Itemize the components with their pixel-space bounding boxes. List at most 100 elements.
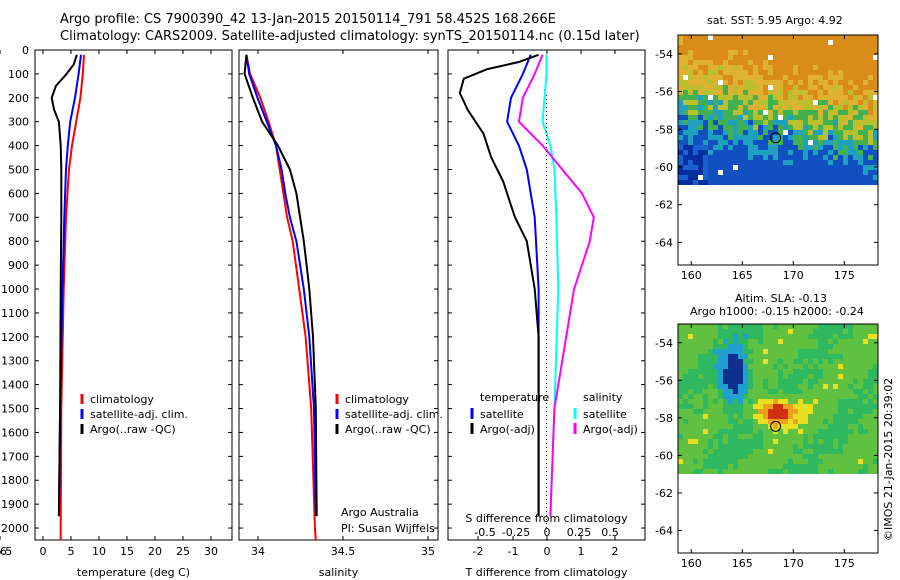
lon-tick-label: 160 — [681, 557, 702, 570]
map-pixel — [818, 70, 823, 75]
map-pixel — [873, 444, 878, 449]
map-pixel — [838, 454, 843, 459]
map-pixel — [753, 434, 758, 439]
map-pixel — [843, 65, 848, 70]
map-pixel — [843, 454, 848, 459]
map-pixel — [768, 160, 773, 165]
map-pixel — [728, 359, 733, 364]
map-pixel — [793, 40, 798, 45]
map-pixel — [838, 344, 843, 349]
map-pixel — [733, 434, 738, 439]
map-pixel — [728, 50, 733, 55]
map-pixel — [678, 75, 683, 80]
map-pixel — [858, 369, 863, 374]
map-pixel — [798, 344, 803, 349]
map-pixel — [873, 464, 878, 469]
map-pixel — [828, 349, 833, 354]
map-pixel — [768, 75, 773, 80]
map-pixel — [783, 404, 788, 409]
map-pixel — [808, 389, 813, 394]
map-pixel — [693, 324, 698, 329]
map-pixel — [853, 374, 858, 379]
map-pixel — [828, 324, 833, 329]
map-pixel — [758, 339, 763, 344]
map-pixel — [848, 469, 853, 474]
map-pixel — [698, 150, 703, 155]
map-pixel — [773, 394, 778, 399]
map-pixel — [693, 110, 698, 115]
map-pixel — [778, 130, 783, 135]
series-line-climatology — [59, 54, 85, 540]
map-pixel — [788, 80, 793, 85]
map-pixel — [733, 155, 738, 160]
map-pixel — [863, 85, 868, 90]
map-pixel — [698, 364, 703, 369]
map-pixel — [843, 324, 848, 329]
map-pixel — [838, 110, 843, 115]
sla-map-title-1: Altim. SLA: -0.13 — [735, 292, 828, 305]
map-pixel — [818, 100, 823, 105]
map-pixel — [773, 155, 778, 160]
map-pixel — [773, 439, 778, 444]
map-pixel — [873, 409, 878, 414]
map-pixel — [833, 374, 838, 379]
map-pixel — [758, 85, 763, 90]
map-pixel — [793, 449, 798, 454]
map-pixel — [853, 399, 858, 404]
map-pixel — [763, 80, 768, 85]
map-pixel — [798, 100, 803, 105]
map-pixel — [698, 35, 703, 40]
map-pixel — [773, 80, 778, 85]
map-pixel — [798, 334, 803, 339]
map-pixel — [723, 409, 728, 414]
map-pixel — [773, 85, 778, 90]
map-pixel — [698, 449, 703, 454]
map-pixel — [708, 65, 713, 70]
map-pixel — [873, 434, 878, 439]
map-pixel — [768, 364, 773, 369]
map-pixel — [858, 364, 863, 369]
map-pixel — [823, 404, 828, 409]
map-pixel — [728, 394, 733, 399]
map-pixel — [728, 449, 733, 454]
map-pixel — [718, 180, 723, 185]
map-pixel — [858, 389, 863, 394]
map-pixel — [803, 85, 808, 90]
map-pixel — [768, 469, 773, 474]
map-pixel — [823, 160, 828, 165]
map-pixel — [813, 439, 818, 444]
map-pixel — [693, 359, 698, 364]
map-pixel — [753, 389, 758, 394]
map-pixel — [853, 329, 858, 334]
map-pixel — [683, 105, 688, 110]
map-pixel — [678, 70, 683, 75]
map-pixel — [768, 90, 773, 95]
map-pixel — [768, 115, 773, 120]
map-pixel — [723, 150, 728, 155]
map-pixel — [713, 100, 718, 105]
map-pixel — [803, 359, 808, 364]
map-pixel — [768, 60, 773, 65]
map-pixel — [778, 60, 783, 65]
map-pixel — [813, 324, 818, 329]
map-pixel — [868, 90, 873, 95]
top-x-tick-label: 0.5 — [601, 526, 619, 539]
map-pixel — [678, 125, 683, 130]
map-pixel — [773, 60, 778, 65]
map-pixel — [828, 429, 833, 434]
map-pixel — [838, 35, 843, 40]
map-pixel — [803, 65, 808, 70]
map-pixel — [863, 414, 868, 419]
map-pixel — [703, 35, 708, 40]
map-pixel — [818, 364, 823, 369]
map-pixel — [833, 40, 838, 45]
map-pixel — [788, 429, 793, 434]
map-pixel — [873, 160, 878, 165]
map-pixel — [858, 120, 863, 125]
map-pixel — [743, 50, 748, 55]
map-pixel — [783, 80, 788, 85]
map-pixel — [678, 160, 683, 165]
map-pixel — [758, 180, 763, 185]
map-pixel — [768, 165, 773, 170]
map-pixel — [748, 70, 753, 75]
